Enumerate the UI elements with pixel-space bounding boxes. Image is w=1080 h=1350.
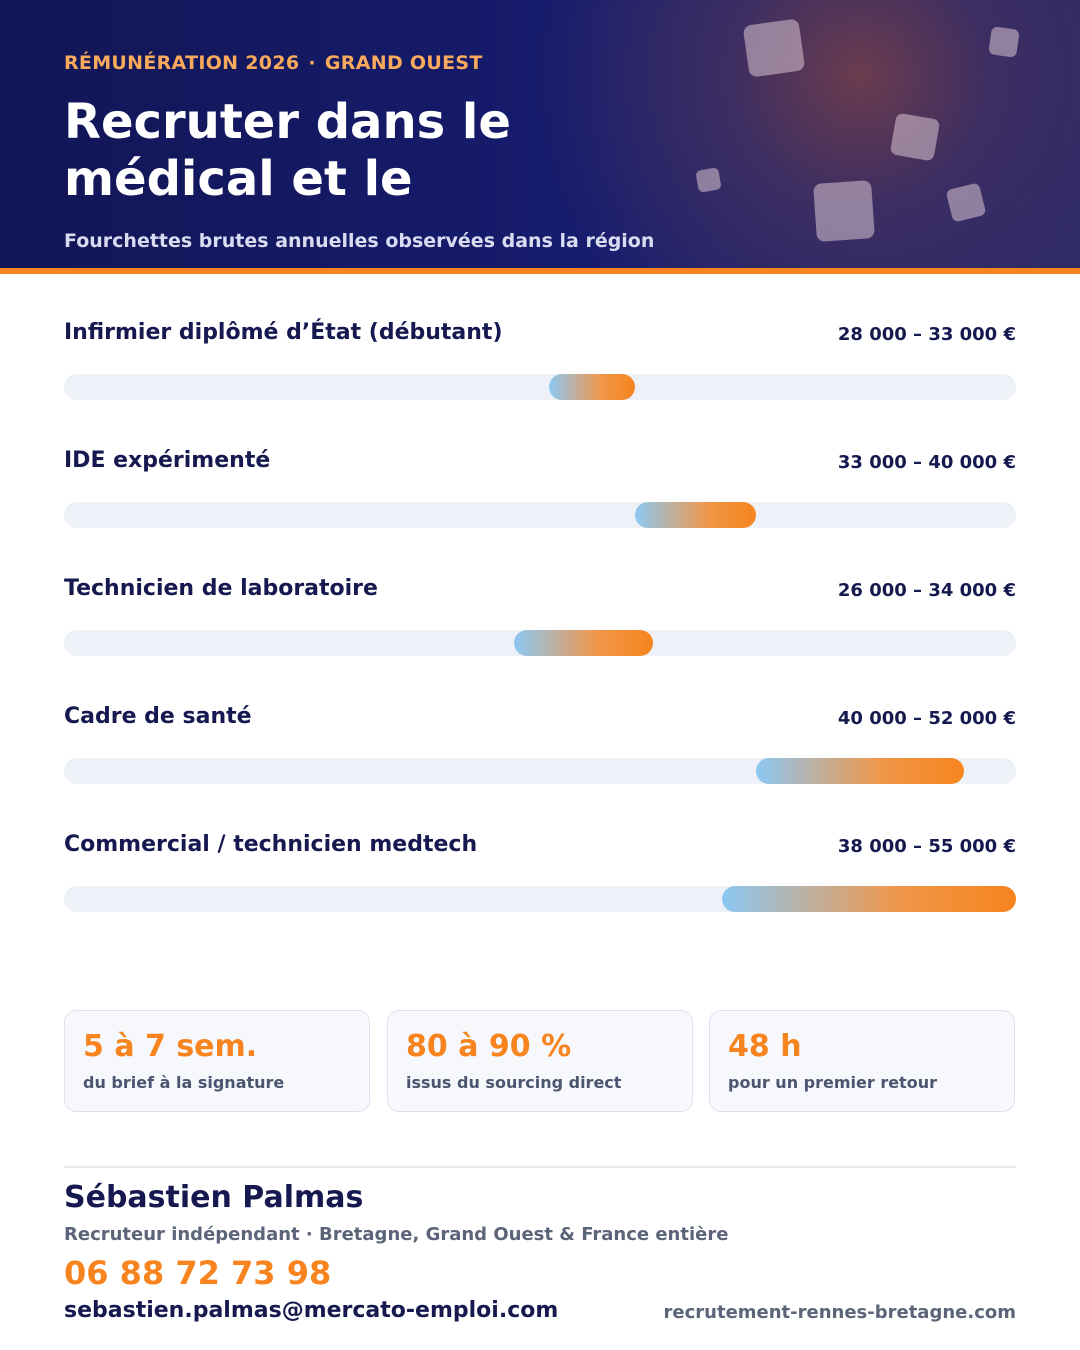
- phone-link[interactable]: 06 88 72 73 98: [64, 1254, 332, 1292]
- eyebrow-separator: ·: [308, 52, 316, 74]
- page-subtitle: Fourchettes brutes annuelles observées d…: [64, 230, 655, 252]
- decorative-square: [988, 26, 1020, 58]
- salary-track: [64, 374, 1016, 400]
- salary-bar: [548, 374, 636, 400]
- stat-card-sourcing: 80 à 90 % issus du sourcing direct: [387, 1010, 693, 1112]
- stat-value: 80 à 90 %: [406, 1029, 572, 1064]
- job-title: Commercial / technicien medtech: [64, 832, 478, 857]
- salary-track: [64, 502, 1016, 528]
- stat-value: 5 à 7 sem.: [83, 1029, 258, 1064]
- website-link[interactable]: recrutement-rennes-bretagne.com: [663, 1302, 1016, 1323]
- job-title: Technicien de laboratoire: [64, 576, 378, 601]
- stat-label: pour un premier retour: [728, 1073, 937, 1092]
- contact-name: Sébastien Palmas: [64, 1180, 364, 1215]
- eyebrow: RÉMUNÉRATION 2026 · GRAND OUEST: [64, 52, 483, 74]
- decorative-square: [889, 112, 941, 162]
- salary-bar: [635, 502, 757, 528]
- stat-label: issus du sourcing direct: [406, 1073, 622, 1092]
- salary-range: 38 000 – 55 000 €: [837, 836, 1016, 857]
- email-link[interactable]: sebastien.palmas@mercato-emploi.com: [64, 1298, 559, 1323]
- salary-row: IDE expérimenté 33 000 – 40 000 €: [64, 444, 1016, 528]
- contact-role: Recruteur indépendant · Bretagne, Grand …: [64, 1224, 729, 1245]
- salary-track: [64, 886, 1016, 912]
- decorative-square: [945, 182, 987, 223]
- header-banner: RÉMUNÉRATION 2026 · GRAND OUEST Recruter d…: [0, 0, 1080, 268]
- job-title: Infirmier diplômé d’État (débutant): [64, 320, 503, 345]
- salary-bar: [514, 630, 653, 656]
- salary-range: 26 000 – 34 000 €: [837, 580, 1016, 601]
- decorative-square: [742, 18, 806, 78]
- stat-card-duration: 5 à 7 sem. du brief à la signature: [64, 1010, 370, 1112]
- eyebrow-region: GRAND OUEST: [324, 52, 483, 74]
- job-title: IDE expérimenté: [64, 448, 271, 473]
- footer-divider: [64, 1166, 1016, 1168]
- salary-row: Technicien de laboratoire 26 000 – 34 00…: [64, 572, 1016, 656]
- eyebrow-topic: RÉMUNÉRATION 2026: [64, 52, 300, 74]
- decorative-square: [813, 180, 875, 242]
- salary-range: 33 000 – 40 000 €: [837, 452, 1016, 473]
- header-accent-line: [0, 268, 1080, 274]
- decorative-square: [695, 167, 722, 193]
- salary-range: 40 000 – 52 000 €: [837, 708, 1016, 729]
- stat-value: 48 h: [728, 1029, 802, 1064]
- salary-track: [64, 758, 1016, 784]
- salary-row: Commercial / technicien medtech 38 000 –…: [64, 828, 1016, 912]
- salary-bar: [721, 886, 1016, 912]
- page-title: Recruter dans le médical et le: [64, 94, 511, 207]
- salary-track: [64, 630, 1016, 656]
- salary-bar: [756, 758, 965, 784]
- stat-label: du brief à la signature: [83, 1073, 285, 1092]
- salary-row: Infirmier diplômé d’État (débutant) 28 0…: [64, 316, 1016, 400]
- salary-row: Cadre de santé 40 000 – 52 000 €: [64, 700, 1016, 784]
- salary-range: 28 000 – 33 000 €: [837, 324, 1016, 345]
- stat-card-response: 48 h pour un premier retour: [709, 1010, 1015, 1112]
- job-title: Cadre de santé: [64, 704, 252, 729]
